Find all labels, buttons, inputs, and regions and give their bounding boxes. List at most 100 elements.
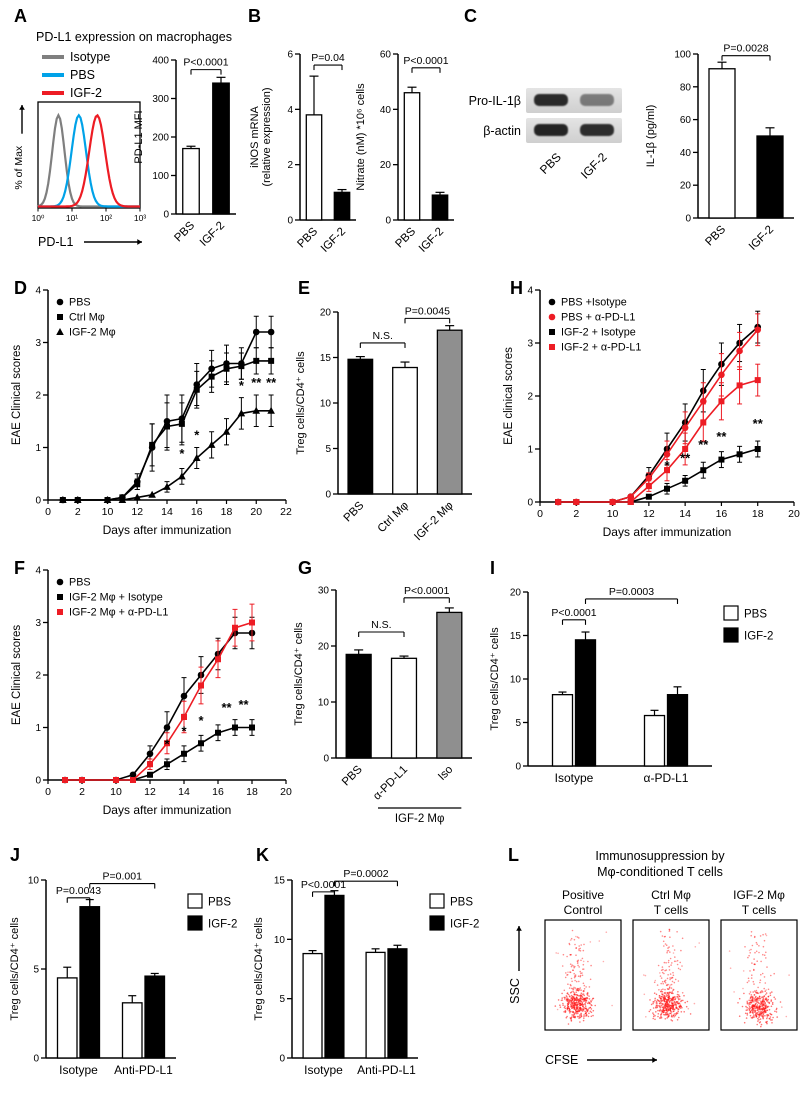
col3-line1: IGF-2 Mφ [733, 888, 785, 902]
panel-k-bar-chart: 0 5 10 15 Treg cells/CD4⁺ cells Isotype Anti-P… [250, 850, 492, 1102]
svg-text:10⁰: 10⁰ [32, 213, 45, 223]
svg-text:N.S.: N.S. [371, 619, 391, 631]
svg-text:30: 30 [318, 586, 330, 597]
svg-text:14: 14 [161, 506, 173, 518]
svg-text:40: 40 [380, 105, 392, 116]
panel-l-col-igf2-mphi: IGF-2 Mφ T cells [719, 888, 799, 918]
svg-text:α-PD-L1: α-PD-L1 [371, 764, 410, 803]
svg-text:10: 10 [28, 876, 40, 887]
svg-text:P=0.0028: P=0.0028 [723, 43, 768, 55]
svg-text:IGF-2 + α-PD-L1: IGF-2 + α-PD-L1 [561, 342, 641, 354]
svg-text:20: 20 [510, 588, 522, 599]
panel-l-title: Immunosuppression by Mφ-conditioned T ce… [525, 848, 795, 881]
svg-text:10: 10 [320, 399, 332, 410]
pbs-line-swatch [42, 73, 64, 77]
svg-text:0: 0 [537, 508, 543, 520]
svg-text:P=0.001: P=0.001 [103, 871, 143, 883]
svg-text:4: 4 [287, 105, 293, 116]
svg-text:10: 10 [274, 935, 286, 946]
svg-text:PD-L1 MFI: PD-L1 MFI [133, 110, 145, 163]
blot-lane-igf2: IGF-2 [578, 150, 610, 182]
panel-b-nitrate-bar-chart: 0 20 40 60 Nitrate (nM) *10⁶ cells PBS IGF-2 P<… [352, 26, 460, 274]
svg-text:PBS: PBS [340, 763, 365, 788]
svg-text:**: ** [266, 375, 277, 390]
svg-text:0: 0 [325, 490, 331, 501]
svg-text:2: 2 [79, 786, 85, 798]
svg-text:14: 14 [178, 786, 190, 798]
svg-text:IGF-2 + Isotype: IGF-2 + Isotype [561, 327, 636, 339]
svg-text:12: 12 [643, 508, 655, 520]
svg-text:**: ** [238, 697, 249, 712]
svg-text:6: 6 [287, 50, 293, 61]
svg-text:5: 5 [33, 965, 39, 976]
svg-text:3: 3 [35, 618, 41, 629]
panel-j-label: J [10, 845, 21, 865]
svg-text:20: 20 [280, 786, 292, 798]
svg-text:EAE Clinical scores: EAE Clinical scores [11, 625, 23, 726]
svg-text:Days after immunization: Days after immunization [103, 803, 232, 817]
panel-a-bar-chart: 0 100 200 300 400 PD-L1 MFI PBS IGF-2 P<0.0001 [130, 30, 242, 270]
legend-row-isotype: Isotype [42, 48, 110, 66]
svg-text:80: 80 [680, 82, 692, 93]
svg-text:20: 20 [380, 160, 392, 171]
panel-e-bar-chart: 0 5 10 15 20 Treg cells/CD4⁺ cells PBS Ctrl Mφ I… [292, 282, 482, 560]
svg-text:15: 15 [510, 631, 522, 642]
svg-text:1: 1 [35, 443, 41, 454]
svg-text:IGF-2: IGF-2 [198, 220, 227, 249]
svg-text:2: 2 [527, 392, 533, 403]
blot-lane-pbs: PBS [537, 150, 564, 177]
svg-text:*: * [194, 428, 200, 443]
svg-text:IGF-2 Mφ + Isotype: IGF-2 Mφ + Isotype [69, 592, 163, 604]
igf2-legend-label: IGF-2 [70, 86, 102, 100]
col3-line2: T cells [741, 903, 777, 917]
svg-text:P<0.0001: P<0.0001 [404, 585, 449, 597]
svg-text:60: 60 [380, 50, 392, 61]
panel-i-label: I [490, 558, 496, 578]
col1-line1: Positive [561, 888, 605, 902]
svg-text:22: 22 [280, 506, 292, 518]
svg-text:2: 2 [75, 506, 81, 518]
svg-text:PBS: PBS [744, 609, 767, 621]
svg-text:14: 14 [679, 508, 691, 520]
panel-b-inos-bar-chart: 0 2 4 6 iNOS mRNA (relative expression) PBS IGF… [246, 26, 360, 274]
svg-text:2: 2 [287, 160, 293, 171]
svg-text:Anti-PD-L1: Anti-PD-L1 [357, 1063, 416, 1077]
blot-label-pro-il1b: Pro-IL-1β [468, 93, 521, 108]
svg-text:*: * [198, 713, 204, 728]
svg-text:4: 4 [35, 286, 41, 297]
igf2-line-swatch [42, 91, 64, 95]
panel-k-label: K [256, 845, 269, 865]
panel-a-flow-legend: Isotype PBS IGF-2 [42, 48, 110, 102]
svg-text:0: 0 [515, 762, 521, 773]
svg-text:IL-1β (pg/ml): IL-1β (pg/ml) [645, 105, 657, 168]
svg-text:0: 0 [385, 216, 391, 227]
svg-text:P<0.0001: P<0.0001 [183, 57, 228, 69]
svg-text:3: 3 [527, 339, 533, 350]
svg-text:0: 0 [33, 1054, 39, 1065]
svg-text:18: 18 [752, 508, 764, 520]
panel-d-line-chart: 0 1 2 3 4 0 2 10 12 14 16 18 20 22 Days after immuniza… [8, 282, 296, 550]
svg-text:P=0.0045: P=0.0045 [405, 305, 450, 317]
svg-text:IGF-2 Mφ + α-PD-L1: IGF-2 Mφ + α-PD-L1 [69, 607, 168, 619]
svg-text:10: 10 [607, 508, 619, 520]
svg-text:IGF-2 Mφ: IGF-2 Mφ [395, 813, 445, 825]
panel-b-label: B [248, 6, 261, 26]
panel-d-label: D [14, 278, 27, 298]
panel-e-label: E [298, 278, 311, 298]
svg-text:*: * [664, 458, 670, 473]
svg-text:*: * [239, 378, 245, 393]
panel-c-bar-chart: 0 20 40 60 80 100 IL-1β (pg/ml) PBS IGF-2 P=0.002… [642, 24, 806, 274]
svg-text:16: 16 [212, 786, 224, 798]
svg-text:300: 300 [152, 94, 169, 105]
svg-text:0: 0 [323, 754, 329, 765]
svg-text:0: 0 [685, 214, 691, 225]
blot-label-bactin: β-actin [483, 123, 521, 138]
svg-text:*: * [179, 446, 185, 461]
svg-text:10¹: 10¹ [66, 213, 78, 223]
svg-text:0: 0 [279, 1054, 285, 1065]
svg-text:P=0.0043: P=0.0043 [56, 885, 101, 897]
svg-text:PBS + α-PD-L1: PBS + α-PD-L1 [561, 312, 635, 324]
panel-f-label: F [14, 558, 25, 578]
svg-text:IGF-2: IGF-2 [744, 631, 773, 643]
